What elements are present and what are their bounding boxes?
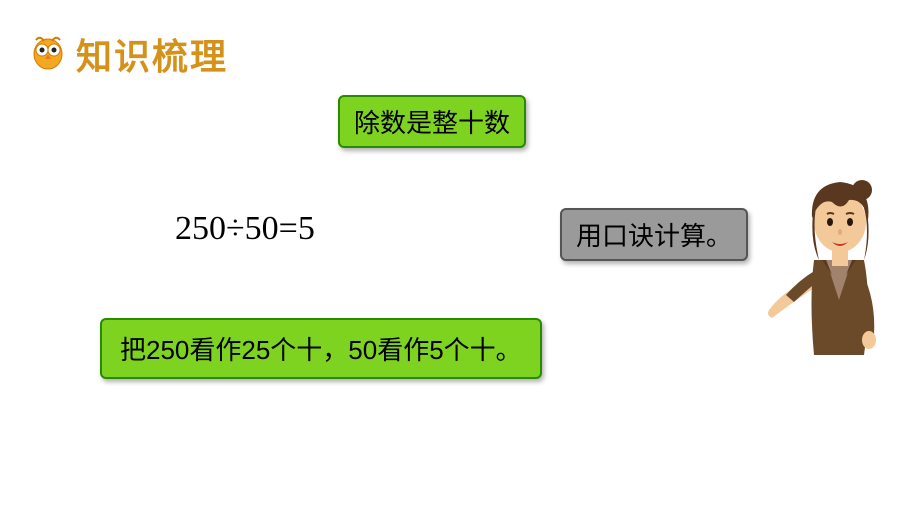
tip-box: 用口诀计算。 [560,208,748,261]
page-header: 知识梳理 [28,28,228,80]
topic-box: 除数是整十数 [338,95,526,148]
page-title: 知识梳理 [76,28,228,80]
explanation-box: 把250看作25个十，50看作5个十。 [100,318,542,379]
equation-text: 250÷50=5 [175,210,315,248]
owl-logo-icon [28,32,68,77]
teacher-illustration [764,160,904,370]
